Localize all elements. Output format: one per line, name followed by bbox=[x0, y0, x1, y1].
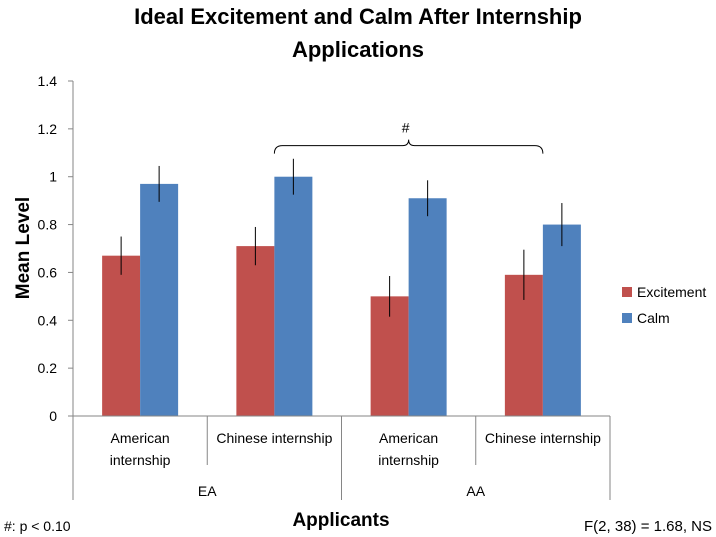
y-tick-label: 0.4 bbox=[38, 312, 58, 328]
x-tick-label: Chinese internship bbox=[216, 430, 332, 446]
bracket bbox=[273, 139, 544, 154]
bracket-label: # bbox=[402, 120, 410, 136]
error-bars bbox=[120, 158, 563, 317]
bar-calm bbox=[140, 183, 179, 416]
axes bbox=[72, 81, 611, 500]
bars bbox=[102, 176, 581, 416]
chart-title-line-2: Applications bbox=[292, 37, 424, 62]
y-tick-label: 1.4 bbox=[38, 73, 58, 89]
group-labels: EA AA bbox=[198, 483, 486, 499]
x-tick-label: internship bbox=[378, 452, 439, 468]
bar-excitement bbox=[236, 246, 275, 416]
category-labels: American internship Chinese internship Amer… bbox=[110, 430, 601, 468]
footnote: #: p < 0.10 bbox=[4, 518, 71, 534]
y-tick-label: 0.8 bbox=[38, 217, 58, 233]
chart-title-line-1: Ideal Excitement and Calm After Internsh… bbox=[134, 4, 582, 29]
y-tick-label: 1 bbox=[49, 169, 57, 185]
y-axis-title: Mean Level bbox=[13, 197, 34, 299]
x-tick-label: Chinese internship bbox=[485, 430, 601, 446]
bar-calm bbox=[274, 176, 313, 416]
legend-swatch-excitement bbox=[622, 287, 632, 297]
x-tick-label: American bbox=[111, 430, 170, 446]
bar-calm bbox=[542, 224, 581, 416]
stat-result: F(2, 38) = 1.68, NS bbox=[584, 518, 712, 535]
legend-label-calm: Calm bbox=[637, 310, 670, 326]
x-axis-title: Applicants bbox=[292, 510, 389, 531]
bar-calm bbox=[408, 198, 447, 416]
y-axis-ticks: 0 0.2 0.4 0.6 0.8 1 1.2 1.4 bbox=[38, 73, 73, 424]
significance-bracket: # bbox=[273, 120, 544, 154]
group-label: AA bbox=[466, 483, 485, 499]
y-tick-label: 0.2 bbox=[38, 360, 58, 376]
legend: Excitement Calm bbox=[622, 284, 706, 326]
y-tick-label: 1.2 bbox=[38, 121, 58, 137]
y-tick-label: 0 bbox=[49, 408, 57, 424]
group-label: EA bbox=[198, 483, 217, 499]
x-tick-label: American bbox=[379, 430, 438, 446]
y-tick-label: 0.6 bbox=[38, 264, 58, 280]
x-tick-label: internship bbox=[110, 452, 171, 468]
legend-swatch-calm bbox=[622, 313, 632, 323]
bar-excitement bbox=[102, 255, 141, 416]
legend-label-excitement: Excitement bbox=[637, 284, 706, 300]
